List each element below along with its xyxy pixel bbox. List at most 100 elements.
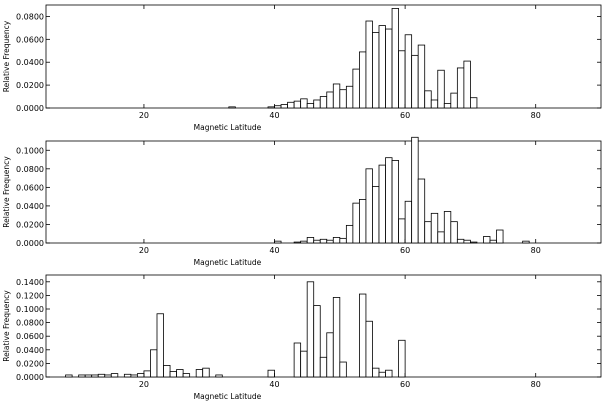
y-tick-label: 0.0600: [16, 183, 44, 192]
histogram-bar: [326, 332, 334, 378]
histogram-bar: [424, 221, 432, 244]
histogram-bar: [345, 85, 354, 109]
histogram-bar: [463, 60, 471, 109]
x-tick-label: 80: [531, 246, 541, 255]
histogram-bar: [398, 339, 406, 378]
histogram-bar: [365, 168, 373, 244]
histogram-bar: [385, 369, 393, 378]
histogram-bar: [319, 356, 328, 378]
bar-group: [274, 136, 530, 244]
x-axis-ticks: 20 40 60 80: [139, 5, 541, 120]
x-tick-label: 40: [269, 111, 279, 120]
histogram-bar: [332, 83, 341, 109]
histogram-bar: [450, 92, 458, 109]
histogram-bar: [417, 44, 426, 109]
histogram-bar: [372, 186, 380, 244]
histogram-bar: [404, 34, 413, 109]
histogram-bar: [398, 50, 406, 109]
x-tick-label: 80: [531, 380, 541, 389]
histogram-bar: [195, 369, 204, 378]
histogram-bar: [391, 160, 399, 244]
histogram-bar: [104, 374, 112, 378]
y-tick-label: 0.1000: [16, 305, 44, 314]
histogram-bar: [293, 100, 302, 109]
histogram-bar: [372, 367, 380, 378]
histogram-bar: [84, 374, 93, 378]
x-tick-label: 80: [531, 111, 541, 120]
histogram-bar: [359, 293, 367, 378]
x-tick-label: 20: [139, 380, 149, 389]
histogram-bar: [228, 106, 236, 109]
histogram-bar: [306, 103, 315, 109]
x-tick-label: 60: [400, 246, 410, 255]
histogram-bar: [300, 240, 308, 244]
histogram-bar: [156, 313, 164, 378]
histogram-bar: [306, 281, 315, 378]
histogram-bar: [430, 212, 439, 244]
histogram-bar: [319, 238, 328, 244]
x-tick-label: 60: [400, 380, 410, 389]
histogram-bar: [470, 97, 478, 109]
histogram-bar: [352, 202, 360, 244]
histogram-bar: [150, 349, 158, 378]
histogram-bar: [378, 371, 386, 378]
histogram-bar: [352, 68, 360, 109]
y-tick-label: 0.0200: [16, 81, 44, 90]
y-axis-ticks: 0.0000 0.0200 0.0400 0.0600 0.0800: [16, 12, 601, 113]
histogram-bar: [313, 239, 321, 244]
histogram-bar: [215, 374, 223, 378]
y-tick-label: 0.0800: [16, 319, 44, 328]
histogram-bar: [123, 373, 132, 378]
histogram-bar: [404, 200, 413, 244]
y-axis-ticks: 0.0000 0.0200 0.0400 0.0600 0.0800 0.1000 0.12…: [16, 278, 601, 382]
histogram-bar: [65, 374, 73, 378]
histogram-bar: [385, 28, 393, 109]
histogram-bar: [267, 369, 275, 378]
y-tick-label: 0.0600: [16, 332, 44, 341]
histogram-bar: [274, 240, 282, 244]
histogram-bar: [456, 238, 465, 244]
histogram-bar: [274, 105, 282, 109]
y-tick-label: 0.0400: [16, 202, 44, 211]
y-axis-label: Relative Frequency: [2, 20, 11, 92]
histogram-bar: [359, 51, 367, 109]
y-tick-label: 0.0400: [16, 58, 44, 67]
histogram-bar: [359, 199, 367, 244]
histogram-bar: [169, 371, 177, 378]
histogram-bar: [339, 361, 347, 378]
histogram-bar: [437, 69, 445, 109]
histogram-panel-2: 20 40 60 80 0.00000.02000.04000.06000.08000…: [2, 136, 602, 267]
y-tick-label: 0.0200: [16, 220, 44, 229]
histogram-bar: [182, 373, 191, 378]
histogram-bar: [443, 103, 452, 109]
histogram-bar: [293, 342, 302, 378]
histogram-bar: [306, 237, 315, 244]
histogram-bar: [339, 237, 347, 244]
histogram-bar: [319, 96, 328, 109]
histogram-bar: [456, 67, 465, 109]
histogram-bar: [163, 365, 171, 378]
histogram-panel-3: 20 40 60 80 0.00000.02000.04000.06000.08000…: [2, 274, 602, 401]
histogram-bar: [300, 350, 308, 378]
histogram-bar: [411, 136, 419, 244]
y-tick-label: 0.1200: [16, 291, 44, 300]
histogram-bar: [78, 374, 86, 378]
histogram-bar: [391, 8, 399, 109]
histogram-bar: [287, 101, 295, 109]
histogram-bar: [417, 178, 426, 244]
histogram-bar: [424, 90, 432, 109]
histogram-bar: [398, 218, 406, 244]
bar-group: [228, 8, 478, 109]
histogram-bar: [430, 99, 439, 109]
x-tick-label: 40: [269, 380, 279, 389]
histogram-bar: [470, 241, 478, 244]
histogram-bar: [97, 373, 106, 378]
histogram-bar: [365, 20, 373, 109]
histogram-panel-1: 20 40 60 80 0.00000.02000.04000.06000.0800 …: [2, 4, 602, 132]
histogram-bar: [143, 370, 151, 378]
histogram-bar: [202, 367, 210, 378]
histogram-bar: [443, 211, 452, 244]
histogram-bar: [522, 240, 530, 244]
